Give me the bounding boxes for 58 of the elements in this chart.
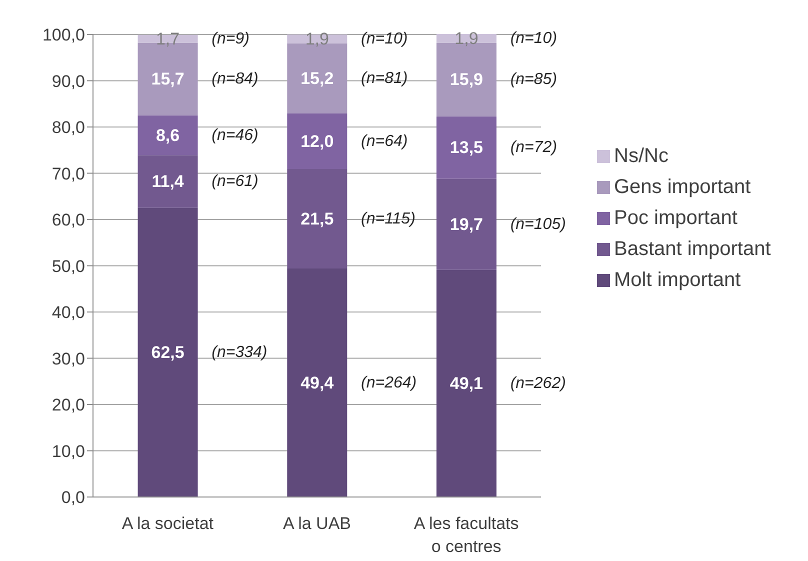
bar [138, 155, 198, 208]
data-label: 62,5 [151, 342, 184, 362]
data-label: 15,9 [450, 70, 484, 90]
annotation: (n=105) [510, 216, 566, 233]
y-tick-label: 60,0 [52, 210, 85, 230]
annotation: (n=85) [510, 71, 558, 88]
y-tick-label: 0,0 [61, 488, 85, 508]
data-label: 1,7 [156, 29, 180, 48]
data-label: 13,5 [450, 138, 484, 158]
annotation: (n=84) [212, 70, 258, 88]
y-tick-label: 90,0 [52, 72, 85, 91]
data-label: 15,2 [300, 68, 334, 88]
data-label: 1,9 [454, 28, 478, 48]
x-tick-label: A la societat [122, 514, 214, 533]
data-label: 21,5 [300, 209, 334, 228]
annotation: (n=46) [212, 126, 258, 144]
bar [436, 178, 496, 270]
x-tick-label: A la UAB [282, 514, 352, 533]
y-tick-label: 80,0 [52, 118, 85, 138]
annotation: (n=10) [361, 30, 408, 48]
x-tick-label: A les facultats o centres [414, 514, 519, 556]
data-label: 8,6 [156, 126, 180, 145]
legend-label: Gens important [614, 176, 751, 199]
data-label: 1,9 [305, 29, 329, 48]
annotation: (n=61) [212, 173, 258, 190]
bar [287, 114, 348, 170]
annotation: (n=81) [361, 70, 408, 87]
bar [138, 115, 198, 156]
annotation: (n=115) [361, 210, 416, 228]
legend-label: Ns/Nc [614, 145, 668, 168]
bar [436, 116, 496, 179]
data-label: 15,7 [151, 70, 184, 89]
y-tick-label: 30,0 [52, 349, 85, 368]
y-tick-label: 70,0 [52, 164, 85, 184]
bar [287, 268, 348, 497]
data-label: 11,4 [152, 172, 184, 192]
bar [436, 270, 496, 497]
y-tick-label: 100,0 [42, 26, 85, 44]
legend-label: Poc important [614, 207, 738, 230]
y-tick-label: 50,0 [52, 256, 85, 276]
annotation: (n=264) [361, 374, 417, 392]
annotation: (n=9) [212, 30, 250, 48]
bar [287, 169, 348, 269]
data-label: 49,1 [450, 374, 484, 393]
annotation: (n=10) [510, 30, 558, 47]
annotation: (n=72) [510, 139, 558, 156]
y-tick-label: 20,0 [52, 396, 85, 415]
annotation: (n=262) [510, 374, 566, 392]
bar [138, 208, 198, 497]
legend-label: Bastant important [614, 238, 771, 261]
y-tick-label: 10,0 [52, 442, 85, 461]
data-label: 12,0 [300, 132, 334, 151]
y-tick-label: 40,0 [52, 303, 85, 322]
data-label: 49,4 [300, 373, 334, 392]
legend-label: Molt important [614, 269, 741, 292]
annotation: (n=64) [361, 132, 408, 150]
data-label: 19,7 [450, 214, 484, 234]
annotation: (n=334) [212, 344, 268, 361]
